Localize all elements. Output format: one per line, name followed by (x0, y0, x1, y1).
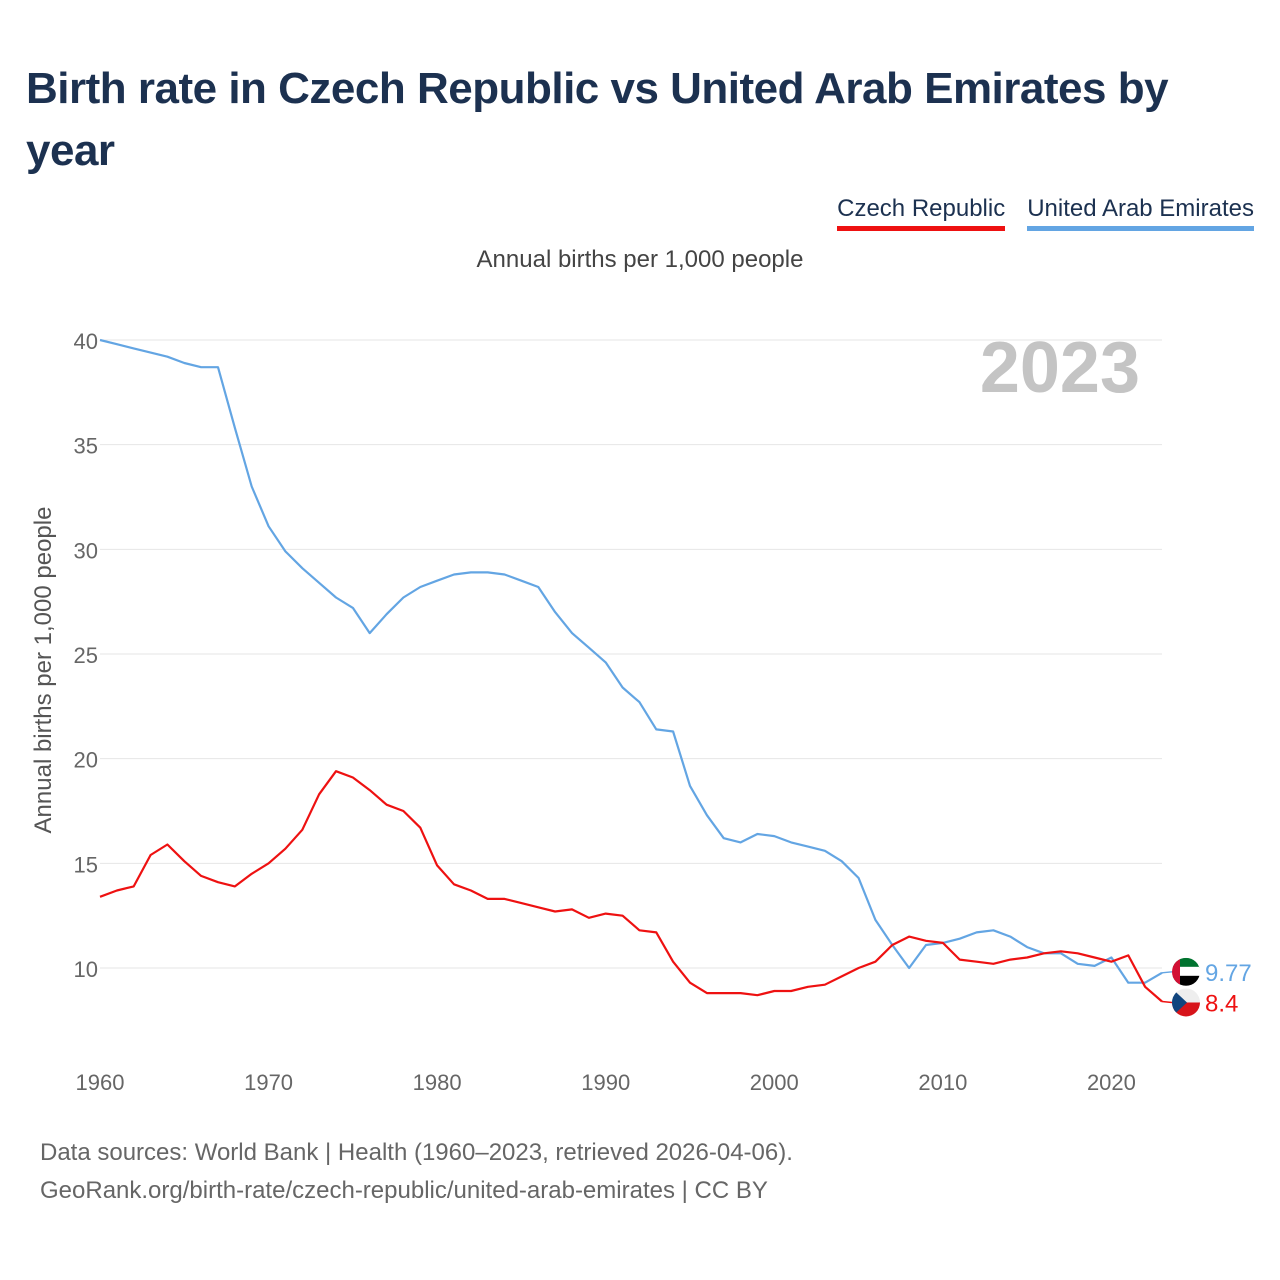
x-tick-label-1990: 1990 (581, 1070, 630, 1095)
y-tick-label-30: 30 (74, 538, 98, 563)
x-tick-label-2000: 2000 (750, 1070, 799, 1095)
series-line-united-arab-emirates (99, 338, 1163, 984)
source-url[interactable]: GeoRank.org/birth-rate/czech-republic/un… (40, 1177, 768, 1204)
y-tick-label-20: 20 (74, 748, 98, 773)
x-tick-label-2020: 2020 (1087, 1070, 1136, 1095)
legend-item-united-arab-emirates[interactable]: United Arab Emirates (1027, 194, 1254, 231)
uae-end-value-label: 9.77 (1205, 960, 1252, 987)
legend: Czech Republic United Arab Emirates (837, 194, 1254, 231)
year-watermark: 2023 (980, 328, 1140, 408)
uae-flag-icon (1172, 957, 1200, 986)
czech-end-value-label: 8.4 (1205, 990, 1238, 1017)
chart-subtitle: Annual births per 1,000 people (476, 246, 804, 273)
czech-end-connector (1161, 1000, 1173, 1004)
y-tick-label-40: 40 (74, 329, 98, 354)
legend-item-czech-republic[interactable]: Czech Republic (837, 194, 1006, 231)
chart-title: Birth rate in Czech Republic vs United A… (26, 64, 1169, 175)
x-tick-label-2010: 2010 (918, 1070, 967, 1095)
series-line-czech-republic (99, 770, 1163, 1003)
uae-end-connector (1161, 971, 1173, 974)
y-tick-label-35: 35 (74, 434, 98, 459)
footer: Data sources: World Bank | Health (1960–… (40, 1134, 793, 1210)
czech-flag-icon (1172, 988, 1200, 1017)
x-tick-label-1980: 1980 (413, 1070, 462, 1095)
y-tick-label-10: 10 (74, 957, 98, 982)
y-tick-label-15: 15 (74, 852, 98, 877)
data-source-note: Data sources: World Bank | Health (1960–… (40, 1139, 793, 1166)
x-tick-label-1970: 1970 (244, 1070, 293, 1095)
y-tick-label-25: 25 (74, 643, 98, 668)
x-tick-label-1960: 1960 (76, 1070, 125, 1095)
